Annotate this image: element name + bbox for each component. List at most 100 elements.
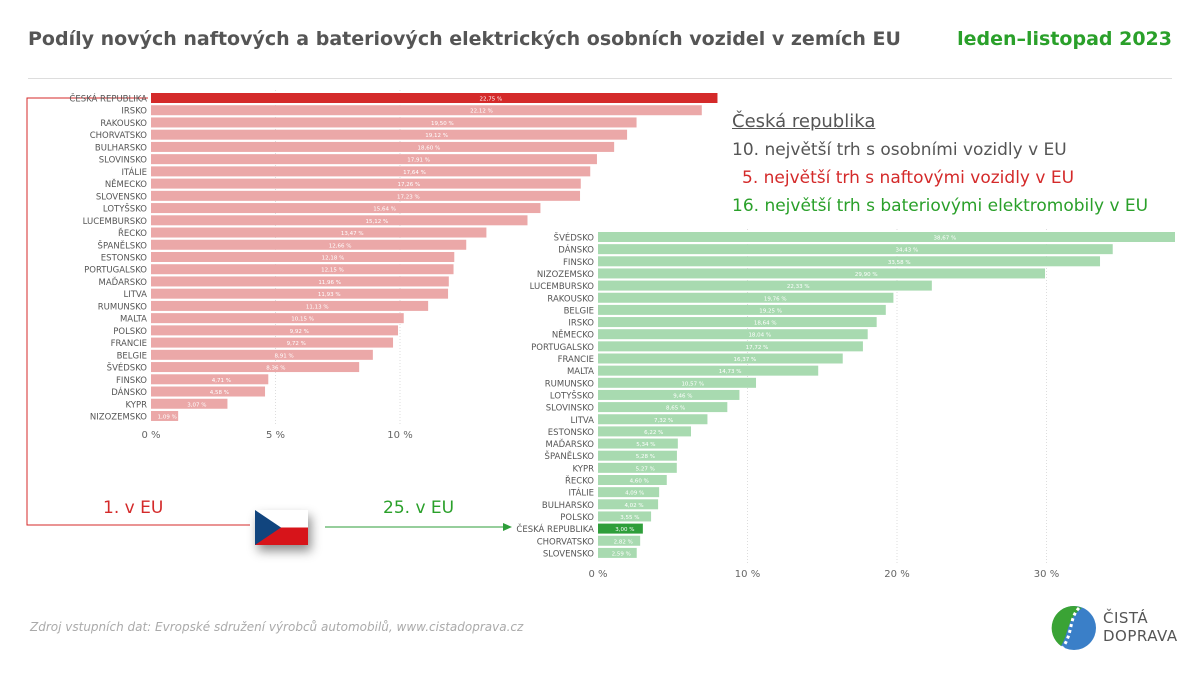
diesel-data-label: 11,96 % bbox=[318, 280, 341, 286]
bev-data-label: 2,59 % bbox=[612, 551, 631, 557]
diesel-data-label: 11,93 % bbox=[318, 292, 341, 298]
bev-category-label: LUCEMBURSKO bbox=[530, 282, 595, 292]
bev-category-label: ITÁLIE bbox=[569, 487, 594, 499]
diesel-bar bbox=[151, 362, 360, 373]
bev-category-label: PORTUGALSKO bbox=[531, 343, 594, 353]
bev-category-label: RUMUNSKO bbox=[545, 379, 595, 389]
diesel-data-label: 1,09 % bbox=[158, 414, 177, 420]
diesel-data-label: 22,12 % bbox=[470, 109, 493, 115]
bev-category-label: FRANCIE bbox=[558, 355, 594, 365]
diesel-bar bbox=[151, 93, 718, 103]
diesel-category-label: BELGIE bbox=[117, 351, 147, 361]
diesel-bar bbox=[151, 239, 467, 250]
bev-category-label: NIZOZEMSKO bbox=[537, 270, 594, 280]
bev-bar bbox=[598, 304, 886, 315]
bev-data-label: 33,58 % bbox=[888, 260, 911, 266]
info-line-diesel: 5. největší trh s naftovými vozidly v EU bbox=[742, 168, 1075, 188]
info-line-market: 10. největší trh s osobními vozidly v EU bbox=[732, 140, 1067, 160]
bev-tick-label: 10 % bbox=[735, 569, 760, 580]
bev-data-label: 3,00 % bbox=[615, 527, 634, 533]
bev-arrow-head bbox=[503, 523, 512, 531]
diesel-bar bbox=[151, 166, 591, 177]
diesel-bar bbox=[151, 178, 581, 189]
bev-category-label: SLOVINSKO bbox=[546, 404, 595, 414]
diesel-data-label: 12,18 % bbox=[322, 255, 345, 261]
header-divider bbox=[28, 78, 1172, 79]
bev-data-label: 7,32 % bbox=[654, 418, 673, 424]
diesel-bar bbox=[151, 190, 581, 201]
bev-data-label: 5,28 % bbox=[636, 454, 655, 460]
bev-category-label: POLSKO bbox=[560, 513, 594, 523]
bev-category-label: FINSKO bbox=[563, 258, 594, 268]
diesel-category-label: SLOVENSKO bbox=[96, 192, 147, 202]
diesel-rank-label: 1. v EU bbox=[103, 498, 164, 518]
diesel-bar bbox=[151, 141, 615, 152]
diesel-bar bbox=[151, 374, 269, 385]
diesel-category-label: MAĎARSKO bbox=[99, 276, 148, 288]
diesel-data-label: 11,13 % bbox=[306, 304, 329, 310]
diesel-data-label: 9,92 % bbox=[290, 329, 309, 335]
bev-data-label: 17,72 % bbox=[746, 345, 769, 351]
page-title: Podíly nových naftových a bateriových el… bbox=[28, 28, 901, 50]
diesel-bracket-line bbox=[26, 97, 250, 526]
bev-data-label: 5,27 % bbox=[636, 466, 655, 472]
bev-category-label: SLOVENSKO bbox=[543, 549, 594, 559]
bev-category-label: RAKOUSKO bbox=[547, 294, 594, 304]
bev-bar bbox=[598, 487, 660, 498]
czech-flag-icon bbox=[255, 510, 308, 545]
bev-bar bbox=[598, 523, 643, 534]
bev-category-label: LOTYŠSKO bbox=[550, 389, 594, 401]
bev-category-label: ČESKÁ REPUBLIKA bbox=[516, 523, 594, 535]
diesel-bar bbox=[151, 203, 541, 214]
bev-data-label: 5,34 % bbox=[636, 442, 655, 448]
diesel-bar bbox=[151, 154, 597, 165]
diesel-data-label: 13,47 % bbox=[341, 231, 364, 237]
diesel-category-label: NĚMECKO bbox=[105, 178, 147, 190]
bev-bar bbox=[598, 414, 708, 425]
bev-bar bbox=[598, 535, 641, 546]
bev-bar bbox=[598, 365, 819, 376]
bev-data-label: 6,22 % bbox=[644, 430, 663, 436]
bev-category-label: IRSKO bbox=[568, 319, 594, 329]
bev-data-label: 8,65 % bbox=[666, 406, 685, 412]
diesel-category-label: FINSKO bbox=[116, 376, 147, 386]
cista-doprava-logo-icon bbox=[1051, 605, 1096, 650]
bev-bar bbox=[598, 244, 1113, 255]
diesel-data-label: 17,26 % bbox=[397, 182, 420, 188]
bev-bar bbox=[598, 341, 863, 352]
bev-data-label: 4,09 % bbox=[625, 491, 644, 497]
diesel-bar bbox=[151, 410, 179, 421]
diesel-bar bbox=[151, 398, 228, 409]
bev-bar bbox=[598, 511, 652, 522]
bev-data-label: 16,37 % bbox=[733, 357, 756, 363]
diesel-category-label: NIZOZEMSKO bbox=[90, 412, 147, 422]
logo-text: ČISTÁ DOPRAVA bbox=[1103, 609, 1178, 645]
bev-category-label: BELGIE bbox=[564, 306, 594, 316]
bev-category-label: ŘECKO bbox=[565, 476, 594, 487]
diesel-data-label: 4,58 % bbox=[210, 390, 229, 396]
diesel-data-label: 22,75 % bbox=[480, 97, 503, 103]
bev-category-label: ESTONSKO bbox=[548, 428, 595, 438]
info-line-bev: 16. největší trh s bateriovými elektromo… bbox=[732, 196, 1149, 216]
diesel-bar bbox=[151, 105, 702, 116]
diesel-data-label: 12,66 % bbox=[329, 243, 352, 249]
diesel-bar bbox=[151, 349, 373, 360]
diesel-tick-label: 10 % bbox=[387, 430, 412, 441]
diesel-data-label: 19,50 % bbox=[431, 121, 454, 127]
bev-category-label: CHORVATSKO bbox=[537, 537, 595, 547]
bev-bar bbox=[598, 377, 757, 388]
bev-data-label: 18,04 % bbox=[748, 333, 771, 339]
bev-data-label: 19,25 % bbox=[759, 308, 782, 314]
bev-bar bbox=[598, 462, 677, 473]
bev-bar bbox=[598, 499, 659, 510]
bev-tick-label: 30 % bbox=[1034, 569, 1059, 580]
bev-data-label: 14,73 % bbox=[719, 369, 742, 375]
period-label: leden–listopad 2023 bbox=[957, 28, 1172, 50]
diesel-data-label: 15,12 % bbox=[366, 219, 389, 225]
diesel-bar bbox=[151, 386, 266, 397]
diesel-tick-label: 5 % bbox=[266, 430, 285, 441]
diesel-category-label: LITVA bbox=[123, 290, 147, 300]
diesel-bar bbox=[151, 337, 394, 348]
diesel-data-label: 3,07 % bbox=[187, 402, 206, 408]
